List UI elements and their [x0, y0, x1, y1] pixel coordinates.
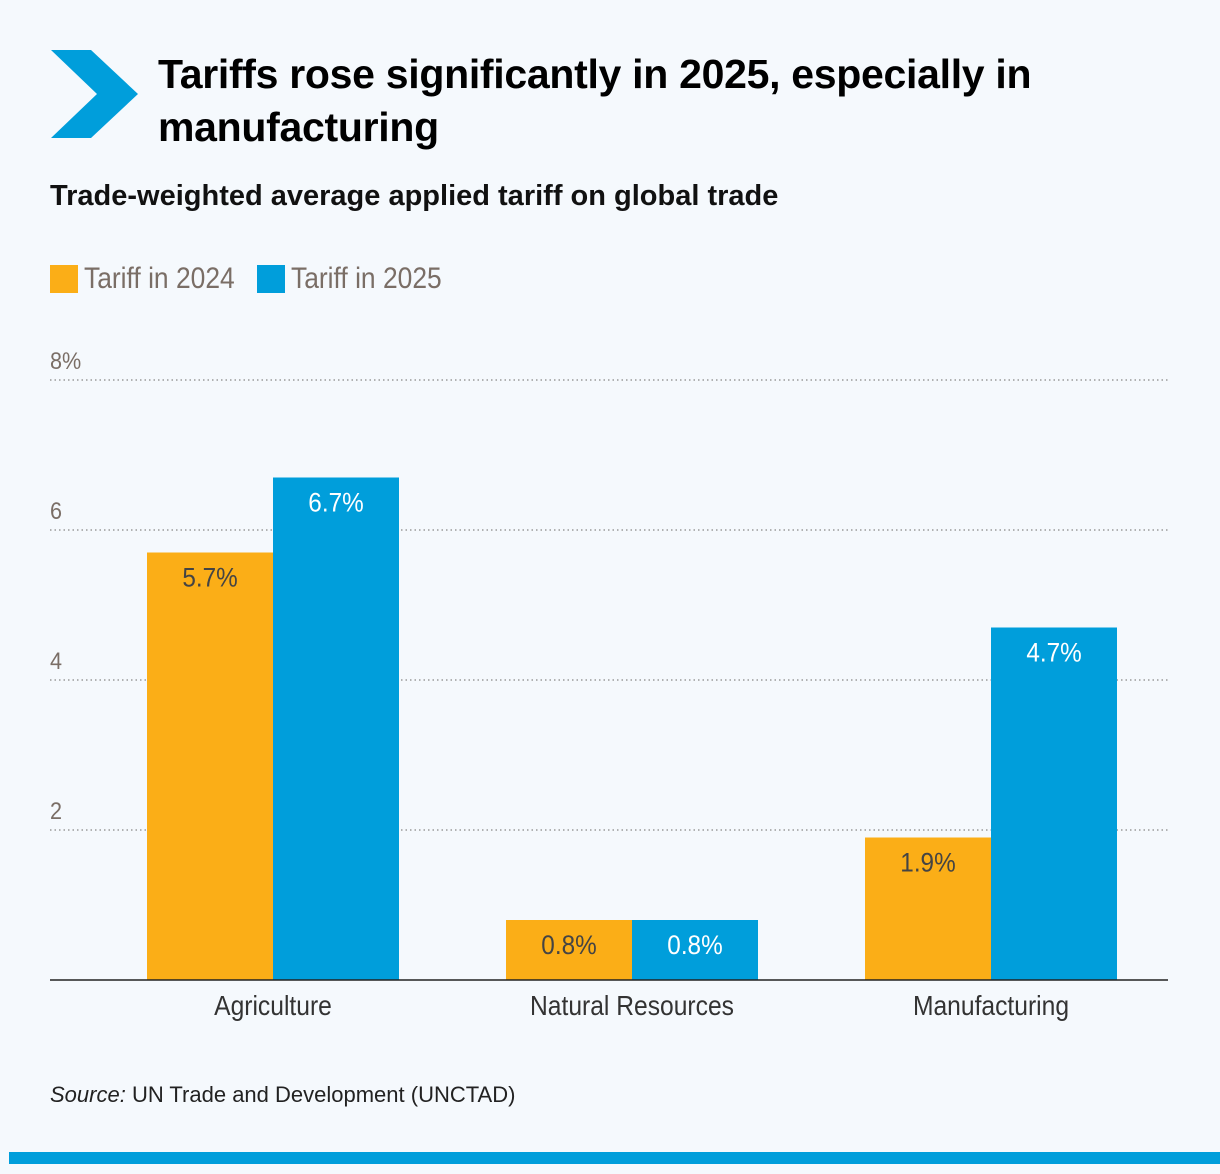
bar-2024	[506, 920, 632, 980]
legend-item-2025: Tariff in 2025	[257, 262, 462, 295]
chart-title: Tariffs rose significantly in 2025, espe…	[158, 51, 1032, 150]
y-tick-label: 8%	[50, 347, 81, 374]
chart-subtitle: Trade-weighted average applied tariff on…	[50, 180, 779, 212]
bar-2025	[273, 477, 399, 980]
data-label: 4.7%	[1026, 638, 1081, 667]
bar-2024	[147, 552, 273, 980]
legend-swatch-2025	[257, 265, 285, 293]
data-label: 5.7%	[182, 563, 237, 592]
y-tick-label: 6	[50, 497, 62, 524]
data-label: 6.7%	[308, 488, 363, 517]
legend-label: Tariff in 2024	[84, 262, 235, 295]
y-tick-label: 4	[50, 647, 62, 674]
source-note: Source: UN Trade and Development (UNCTAD…	[50, 1082, 515, 1108]
bar-2024	[865, 837, 991, 980]
legend-label: Tariff in 2025	[291, 262, 442, 295]
x-tick-label: Manufacturing	[913, 990, 1069, 1022]
bar-2025	[632, 920, 758, 980]
bar-chart: 2 4 6 8% 5.7% 6.7% Agriculture 0.8% 0.8% Natural …	[50, 347, 1168, 1022]
chevron-right-icon	[51, 50, 138, 138]
data-label: 0.8%	[541, 931, 596, 960]
source-text: UN Trade and Development (UNCTAD)	[125, 1082, 516, 1107]
y-tick-label: 2	[50, 797, 62, 824]
x-tick-label: Agriculture	[214, 990, 332, 1022]
bar-2025	[991, 627, 1117, 980]
source-label: Source:	[50, 1082, 126, 1107]
data-label: 0.8%	[667, 931, 722, 960]
legend-swatch-2024	[50, 265, 78, 293]
x-tick-label: Natural Resources	[530, 990, 734, 1022]
data-label: 1.9%	[900, 848, 955, 877]
legend-item-2024: Tariff in 2024	[50, 262, 255, 295]
footer-stripe	[9, 1152, 1220, 1164]
